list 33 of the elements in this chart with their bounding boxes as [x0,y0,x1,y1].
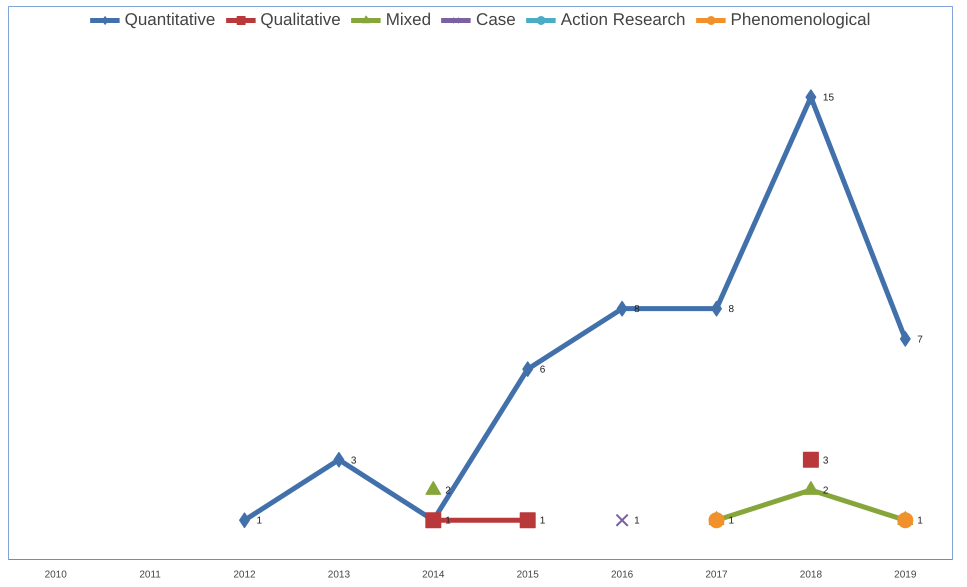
point [708,512,724,528]
data-label: 1 [256,516,262,527]
data-label: 3 [822,455,829,466]
x-tick-label: 2015 [516,570,540,580]
x-tick-label: 2016 [610,570,634,580]
x-tick-label: 2010 [44,570,68,580]
point [520,512,536,528]
x-tick-label: 2013 [328,570,350,580]
legend-label: Mixed [386,10,432,30]
point [425,512,442,528]
legend-label: Action Research [560,10,686,30]
data-label: 1 [917,516,924,527]
point [802,452,819,468]
data-label: 1 [634,516,640,527]
legend-label: Phenomenological [730,10,870,30]
x-tick-label: 2019 [894,570,917,580]
data-label: 7 [917,334,924,346]
x-tick-label: 2012 [233,570,256,580]
legend-label: Case [476,10,516,30]
data-label: 1 [728,516,734,527]
legend-label: Quantitative [124,10,216,30]
data-label: 3 [350,455,357,466]
data-label: 15 [822,92,834,104]
data-label: 8 [728,304,734,316]
data-label: 6 [540,364,546,376]
x-tick-label: 2017 [705,570,728,580]
x-tick-label: 2011 [139,570,162,580]
legend-label: Qualitative [260,10,341,30]
x-tick-label: 2014 [422,570,445,580]
point [615,514,629,527]
point [897,512,914,528]
data-label: 1 [540,516,546,527]
x-tick-label: 2018 [800,570,822,580]
